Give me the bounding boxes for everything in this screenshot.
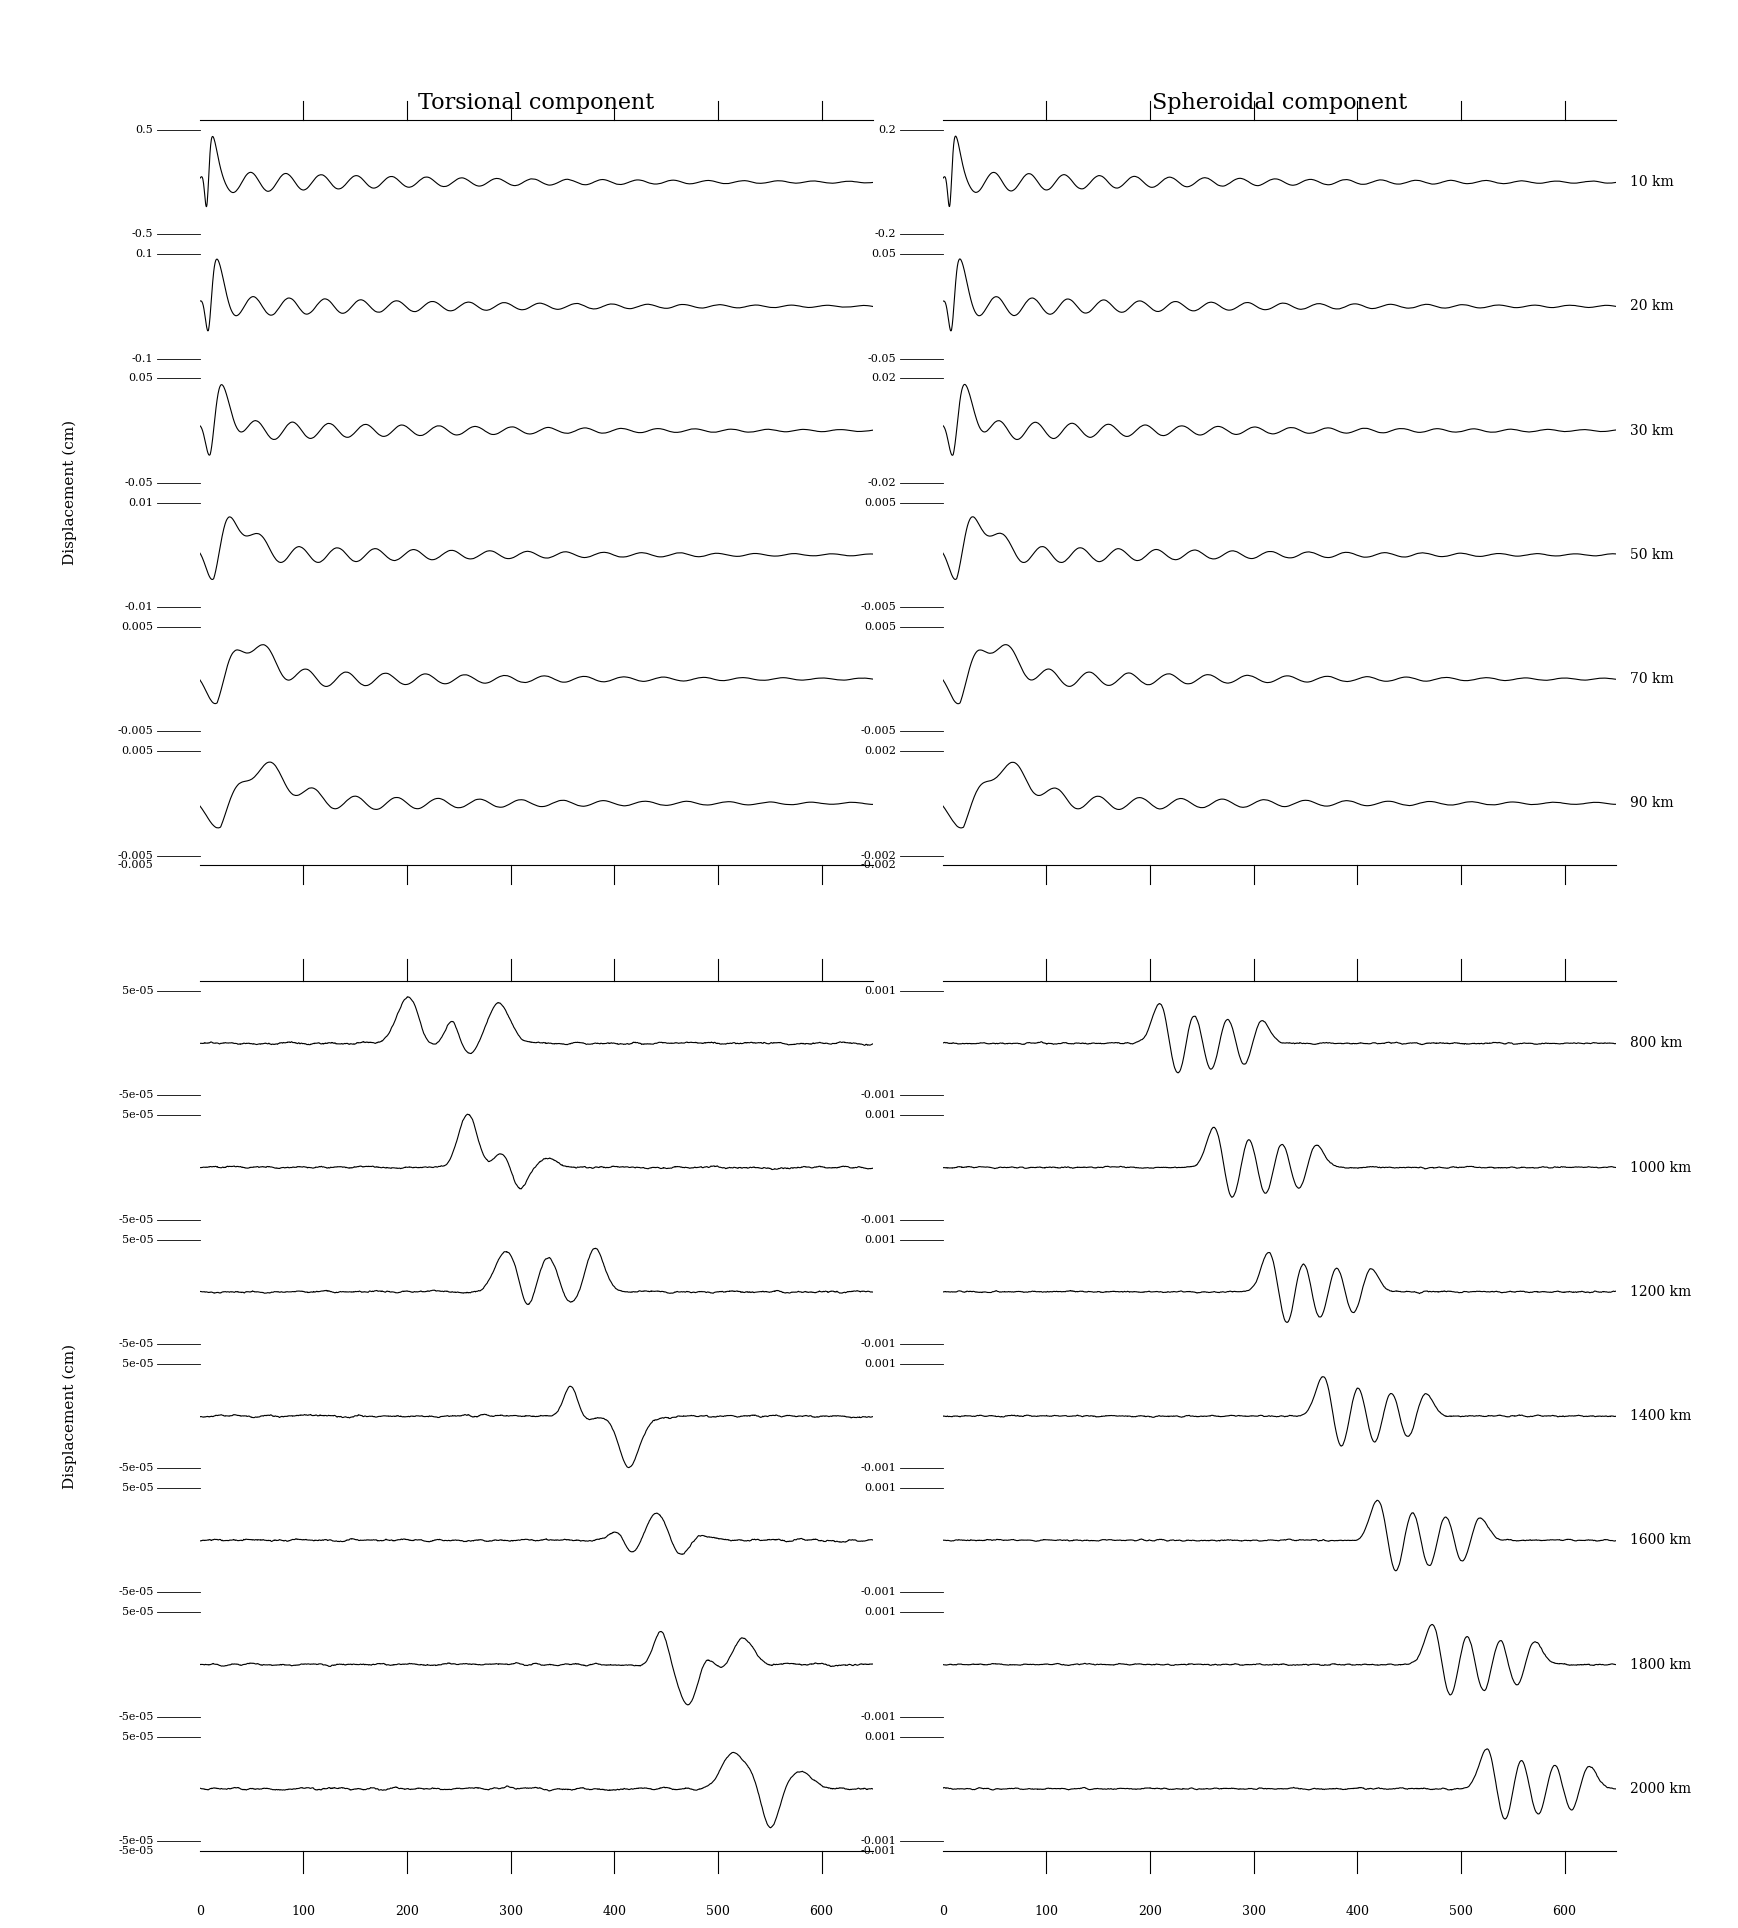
Text: 5e-05: 5e-05	[122, 1234, 153, 1245]
Text: 0.001: 0.001	[864, 1731, 897, 1741]
Text: -5e-05: -5e-05	[118, 1338, 153, 1350]
Text: 30 km: 30 km	[1630, 424, 1674, 438]
Text: -5e-05: -5e-05	[118, 1215, 153, 1224]
Text: 0.001: 0.001	[864, 1608, 897, 1618]
Text: 1600 km: 1600 km	[1630, 1533, 1691, 1548]
Text: 0.01: 0.01	[129, 497, 153, 507]
Text: -0.001: -0.001	[860, 1835, 897, 1845]
Text: -0.05: -0.05	[867, 353, 897, 364]
Text: 90 km: 90 km	[1630, 796, 1674, 810]
Text: -0.005: -0.005	[118, 860, 153, 870]
Text: 5e-05: 5e-05	[122, 1483, 153, 1492]
Text: 400: 400	[603, 1905, 626, 1918]
Text: -5e-05: -5e-05	[118, 1712, 153, 1722]
Text: -0.001: -0.001	[860, 1091, 897, 1101]
Text: 300: 300	[499, 1905, 523, 1918]
Text: 600: 600	[810, 1905, 834, 1918]
Text: 600: 600	[1552, 1905, 1576, 1918]
Text: 0.005: 0.005	[864, 623, 897, 632]
Text: 2000 km: 2000 km	[1630, 1781, 1691, 1795]
Title: Spheroidal component: Spheroidal component	[1152, 93, 1408, 114]
Text: 5e-05: 5e-05	[122, 985, 153, 997]
Text: -5e-05: -5e-05	[118, 1587, 153, 1598]
Text: -5e-05: -5e-05	[118, 1091, 153, 1101]
Text: 100: 100	[1034, 1905, 1058, 1918]
Text: 0.2: 0.2	[879, 125, 897, 135]
Text: -0.02: -0.02	[867, 478, 897, 488]
Text: -0.005: -0.005	[118, 850, 153, 860]
Text: 500: 500	[1449, 1905, 1472, 1918]
Text: -5e-05: -5e-05	[118, 1463, 153, 1473]
Text: 0.001: 0.001	[864, 1483, 897, 1492]
Text: -5e-05: -5e-05	[118, 1835, 153, 1845]
Text: -0.001: -0.001	[860, 1463, 897, 1473]
Text: 20 km: 20 km	[1630, 299, 1674, 314]
Text: 0.05: 0.05	[129, 374, 153, 384]
Text: 200: 200	[395, 1905, 419, 1918]
Text: 0.005: 0.005	[122, 623, 153, 632]
Text: 1000 km: 1000 km	[1630, 1161, 1691, 1174]
Text: 400: 400	[1345, 1905, 1370, 1918]
Text: 0: 0	[939, 1905, 947, 1918]
Text: 0.5: 0.5	[136, 125, 153, 135]
Text: -0.005: -0.005	[118, 727, 153, 736]
Text: -0.001: -0.001	[860, 1845, 897, 1857]
Text: 200: 200	[1138, 1905, 1163, 1918]
Text: 300: 300	[1241, 1905, 1265, 1918]
Text: 5e-05: 5e-05	[122, 1608, 153, 1618]
Text: 100: 100	[292, 1905, 316, 1918]
Text: 1200 km: 1200 km	[1630, 1284, 1691, 1299]
Text: -0.005: -0.005	[860, 602, 897, 611]
Text: 0.005: 0.005	[864, 497, 897, 507]
Text: -5e-05: -5e-05	[118, 1845, 153, 1857]
Text: 1400 km: 1400 km	[1630, 1409, 1691, 1423]
Text: 0.005: 0.005	[122, 746, 153, 756]
Text: 0: 0	[196, 1905, 203, 1918]
Text: 0.1: 0.1	[136, 249, 153, 258]
Text: 0.02: 0.02	[871, 374, 897, 384]
Text: -0.001: -0.001	[860, 1712, 897, 1722]
Text: 70 km: 70 km	[1630, 673, 1674, 686]
Text: Displacement (cm): Displacement (cm)	[63, 420, 76, 565]
Text: 0.001: 0.001	[864, 1359, 897, 1369]
Text: -0.1: -0.1	[132, 353, 153, 364]
Text: 0.001: 0.001	[864, 985, 897, 997]
Text: 0.05: 0.05	[871, 249, 897, 258]
Text: -0.2: -0.2	[874, 229, 897, 239]
Text: 0.001: 0.001	[864, 1234, 897, 1245]
Text: 5e-05: 5e-05	[122, 1111, 153, 1120]
Text: -0.002: -0.002	[860, 850, 897, 860]
Text: 5e-05: 5e-05	[122, 1731, 153, 1741]
Text: 0.002: 0.002	[864, 746, 897, 756]
Text: 50 km: 50 km	[1630, 548, 1674, 561]
Text: -0.05: -0.05	[125, 478, 153, 488]
Text: 800 km: 800 km	[1630, 1035, 1682, 1051]
Text: 0.001: 0.001	[864, 1111, 897, 1120]
Text: -0.002: -0.002	[860, 860, 897, 870]
Title: Torsional component: Torsional component	[419, 93, 655, 114]
Text: -0.001: -0.001	[860, 1215, 897, 1224]
Text: -0.5: -0.5	[132, 229, 153, 239]
Text: 1800 km: 1800 km	[1630, 1658, 1691, 1672]
Text: 10 km: 10 km	[1630, 175, 1674, 189]
Text: -0.01: -0.01	[125, 602, 153, 611]
Text: -0.001: -0.001	[860, 1338, 897, 1350]
Text: -0.001: -0.001	[860, 1587, 897, 1598]
Text: 500: 500	[706, 1905, 730, 1918]
Text: Displacement (cm): Displacement (cm)	[63, 1344, 76, 1488]
Text: -0.005: -0.005	[860, 727, 897, 736]
Text: 5e-05: 5e-05	[122, 1359, 153, 1369]
